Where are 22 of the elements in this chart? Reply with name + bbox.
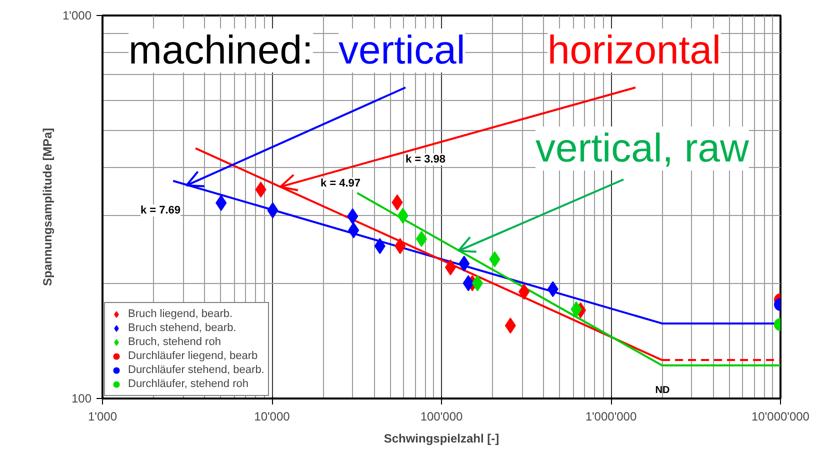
annotation: horizontal — [548, 28, 721, 72]
x-tick-label: 1'000'000 — [585, 410, 637, 424]
annotation: k = 4.97 — [320, 178, 361, 190]
x-tick-label: 10'000 — [254, 410, 290, 424]
y-tick-label: 100 — [71, 392, 92, 406]
legend-label: Durchläufer stehend, bearb. — [128, 363, 264, 377]
annotation: k = 3.98 — [405, 154, 446, 166]
legend-label: Durchläufer, stehend roh — [128, 377, 248, 391]
legend-label: Bruch stehend, bearb. — [128, 321, 236, 335]
annotation: vertical, raw — [536, 126, 749, 170]
x-tick-label: 100'000 — [420, 410, 463, 424]
annotation: vertical — [338, 28, 466, 72]
x-axis-title: Schwingspielzahl [-] — [384, 432, 500, 446]
legend-label: Bruch liegend, bearb. — [128, 307, 233, 321]
legend-label: Bruch, stehend roh — [128, 335, 221, 349]
x-tick-label: 1'000 — [88, 410, 118, 424]
annotation: ND — [655, 385, 670, 396]
y-axis-title: Spannungsamplitude [MPa] — [40, 128, 55, 286]
legend-label: Durchläufer liegend, bearb — [128, 349, 258, 363]
annotation: machined: — [128, 28, 314, 72]
annotation: k = 7.69 — [140, 204, 181, 216]
x-tick-label: 10'000'000 — [752, 410, 810, 424]
